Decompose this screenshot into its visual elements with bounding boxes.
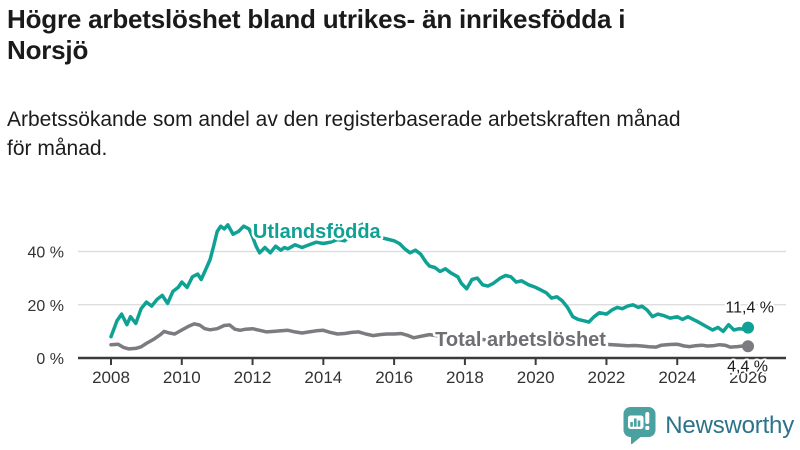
series-line-total	[109, 322, 750, 351]
bar-short	[630, 422, 634, 427]
exclamation-bar	[645, 412, 650, 424]
x-tick-label: 2020	[517, 368, 555, 387]
chart-subtitle-line-1: Arbetssökande som andel av den registerb…	[7, 108, 681, 131]
chart-subtitle: Arbetssökande som andel av den registerb…	[7, 105, 793, 163]
page-title: Högre arbetslöshet bland utrikes- än inr…	[7, 4, 793, 66]
exclamation-dot	[645, 426, 650, 430]
page-title-line-2: Norsjö	[7, 35, 89, 65]
chart-subtitle-line-2: för månad.	[7, 137, 108, 160]
series-label-utlandsfodda: Utlandsfödda	[253, 221, 382, 243]
end-value-label-total: 4,4 %	[727, 358, 768, 375]
x-tick-label: 2014	[304, 368, 342, 387]
series-label-total: Total arbetslöshet	[435, 329, 606, 351]
x-tick-label: 2022	[588, 368, 626, 387]
x-tick-label: 2016	[375, 368, 413, 387]
x-tick-label: 2026	[729, 368, 767, 387]
end-dot-utlandsfodda	[742, 321, 755, 334]
end-value-label-utlandsfodda: 11,4 %	[725, 300, 774, 317]
x-tick-label: 2008	[92, 368, 130, 387]
x-tick-label: 2012	[234, 368, 272, 387]
x-tick-label: 2018	[446, 368, 484, 387]
bar-medium	[637, 420, 641, 427]
y-tick-label: 0 %	[36, 351, 64, 368]
series-line-utlandsfodda	[109, 221, 750, 339]
y-tick-label: 20 %	[28, 298, 64, 315]
brand-name: Newsworthy	[665, 411, 794, 439]
bar-tall	[634, 418, 637, 427]
x-tick-label: 2024	[658, 368, 696, 387]
y-tick-label: 40 %	[28, 245, 64, 262]
x-tick-label: 2010	[163, 368, 201, 387]
newsworthy-brand-logo[interactable]: Newsworthy	[623, 406, 794, 445]
page-title-line-1: Högre arbetslöshet bland utrikes- än inr…	[7, 4, 626, 34]
end-dot-total	[742, 340, 755, 353]
newsworthy-speech-bubble-bar-chart-icon	[623, 407, 656, 445]
